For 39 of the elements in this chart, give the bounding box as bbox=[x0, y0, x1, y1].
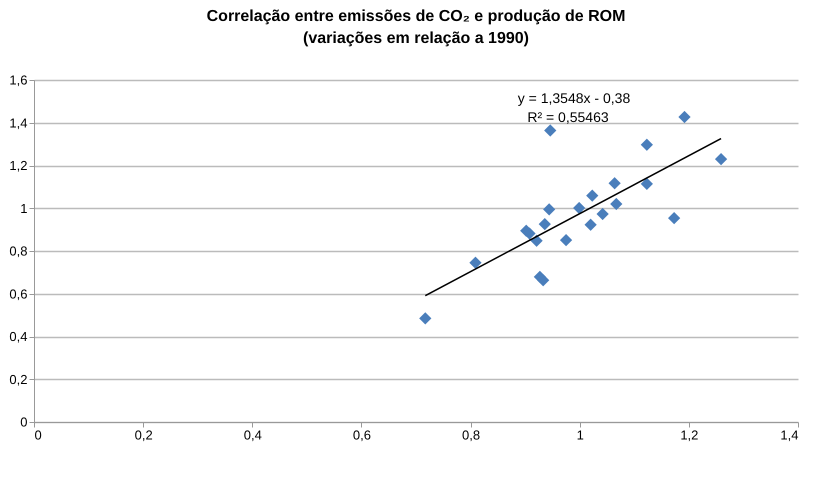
annotation: R² = 0,55463 bbox=[527, 109, 609, 125]
point bbox=[678, 110, 691, 124]
y-tick-label: 1,4 bbox=[9, 115, 28, 130]
point bbox=[573, 202, 586, 214]
point bbox=[640, 178, 653, 190]
y-tick-label: 1 bbox=[20, 200, 28, 216]
y-tick-label: 0,4 bbox=[9, 329, 28, 344]
point bbox=[610, 198, 622, 210]
point bbox=[419, 312, 432, 324]
point bbox=[586, 190, 598, 202]
point bbox=[584, 218, 597, 231]
text: (variações em relação a 1990) bbox=[303, 30, 529, 47]
point bbox=[596, 208, 609, 220]
point bbox=[668, 212, 680, 224]
x-tick-label: 0,6 bbox=[352, 428, 371, 442]
x-tick-label: 0,8 bbox=[462, 428, 480, 442]
x-tick-label: 0 bbox=[34, 428, 42, 442]
x-tick-label: 1 bbox=[576, 428, 584, 442]
point bbox=[640, 138, 653, 151]
point bbox=[714, 152, 728, 166]
text: Correlação entre emissões de CO₂ e produção de ROM bbox=[206, 8, 626, 25]
x-tick-label: 1,4 bbox=[780, 428, 798, 442]
x-tick-label: 0,4 bbox=[244, 428, 262, 442]
y-tick-label: 1,2 bbox=[9, 158, 28, 173]
x-tick-label: 0,2 bbox=[134, 428, 153, 442]
point bbox=[537, 274, 550, 286]
point bbox=[543, 203, 556, 216]
x-tick-label: 1,2 bbox=[680, 428, 698, 442]
y-tick-label: 0,6 bbox=[9, 286, 28, 302]
y-tick-label: 0,2 bbox=[9, 372, 28, 387]
y-tick-label: 0,8 bbox=[9, 244, 28, 258]
point bbox=[469, 256, 482, 269]
y-tick-label: 0 bbox=[20, 414, 28, 430]
point bbox=[538, 218, 551, 230]
point bbox=[544, 124, 556, 137]
point bbox=[560, 234, 572, 246]
annotation: y = 1,3548x - 0,38 bbox=[518, 90, 630, 106]
y-tick-label: 1,6 bbox=[9, 72, 28, 88]
point bbox=[608, 177, 621, 190]
